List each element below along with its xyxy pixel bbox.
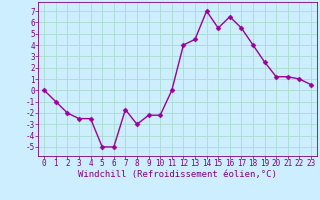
X-axis label: Windchill (Refroidissement éolien,°C): Windchill (Refroidissement éolien,°C) — [78, 170, 277, 179]
